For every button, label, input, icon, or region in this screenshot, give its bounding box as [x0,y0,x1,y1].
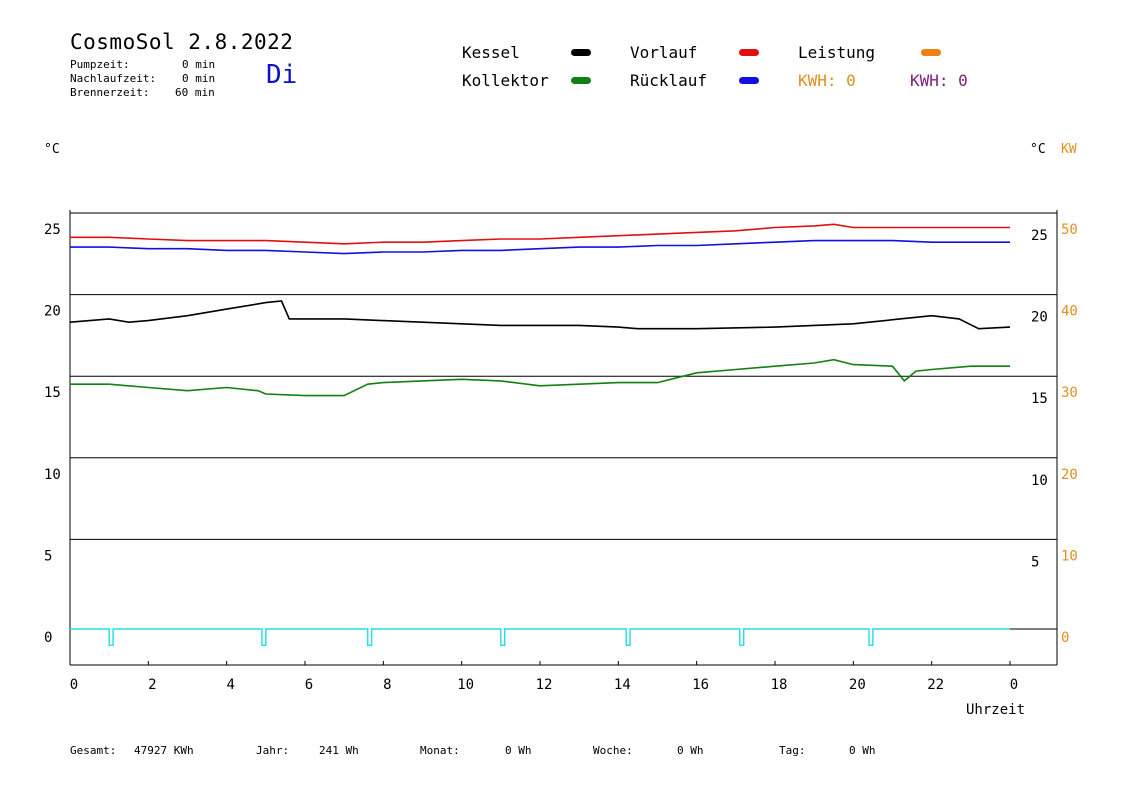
legend-leistung: Leistung [798,43,876,62]
legend-kwh-2: KWH: 0 [910,71,968,90]
brennerzeit-value: 60 min [175,86,215,99]
series-pumpe [70,628,1010,646]
y-tick-right: 25 [1031,228,1048,244]
gesamt-label: Gesamt: [70,744,117,757]
legend-kessel: Kessel [462,43,520,62]
x-tick-label: 6 [305,677,313,693]
series-rcklauf [70,239,1010,255]
jahr-value: 241 Wh [319,744,359,757]
legend-ruecklauf: Rücklauf [630,71,708,90]
right-unit-celsius: °C [1030,142,1046,157]
legend-leistung-swatch [921,49,941,56]
legend-kollektor: Kollektor [462,71,549,90]
legend-vorlauf-swatch [739,49,759,56]
y-tick-kw: 30 [1061,385,1078,401]
nachlaufzeit-label: Nachlaufzeit: [70,72,157,85]
legend-kwh-1: KWH: 0 [798,71,856,90]
y-tick-kw: 10 [1061,548,1078,564]
monat-label: Monat: [420,744,460,757]
y-tick-left: 15 [44,385,61,401]
x-axis-label: Uhrzeit [966,702,1025,718]
pumpzeit-value: 0 min [182,58,216,71]
x-tick-label: 4 [226,677,234,693]
x-tick-label: 14 [614,677,631,693]
brennerzeit-label: Brennerzeit: [70,86,150,99]
x-tick-label: 10 [457,677,474,693]
monat-value: 0 Wh [505,744,532,757]
series-layer [69,223,1011,646]
y-tick-left: 25 [44,222,61,238]
x-tick-label: 18 [771,677,788,693]
y-tick-left: 5 [44,548,52,564]
jahr-label: Jahr: [256,744,290,757]
grid-layer [69,210,1058,666]
x-tick-label: 12 [536,677,553,693]
app-title: CosmoSol 2.8.2022 [70,30,294,54]
legend-vorlauf: Vorlauf [630,43,698,62]
y-tick-kw: 40 [1061,304,1078,320]
y-tick-right: 5 [1031,554,1039,570]
series-kessel [69,300,1011,330]
y-tick-left: 0 [44,630,52,646]
series-kollektor [70,358,1010,397]
x-tick-label: 0 [1010,677,1018,693]
y-tick-kw: 50 [1061,222,1078,238]
y-tick-kw: 20 [1061,467,1078,483]
x-tick-label: 16 [692,677,709,693]
pumpzeit-label: Pumpzeit: [70,58,130,71]
x-tick-label: 2 [148,677,156,693]
series-vorlauf [70,223,1010,245]
nachlaufzeit-value: 0 min [182,72,216,85]
gesamt-value: 47927 KWh [134,744,194,757]
weekday-label: Di [266,60,298,90]
y-tick-left: 10 [44,467,61,483]
x-tick-label: 20 [849,677,866,693]
legend-kessel-swatch [571,49,591,56]
woche-value: 0 Wh [677,744,704,757]
right-unit-kw: KW [1061,142,1077,157]
y-tick-right: 10 [1031,473,1048,489]
x-tick-label: 22 [927,677,944,693]
y-tick-kw: 0 [1061,630,1069,646]
legend-ruecklauf-swatch [739,77,759,84]
legend-kollektor-swatch [571,77,591,84]
y-tick-right: 20 [1031,310,1048,326]
left-unit-label: °C [44,142,60,157]
tag-value: 0 Wh [849,744,876,757]
woche-label: Woche: [593,744,633,757]
x-tick-label: 8 [383,677,391,693]
tick-layer: 0 5 10 15 20 25 5 10 15 20 25 0 10 20 30 40 50 0 2 4 6 8 10 12 1… [44,222,1078,693]
x-tick-label: 0 [70,677,78,693]
y-tick-left: 20 [44,304,61,320]
tag-label: Tag: [779,744,806,757]
y-tick-right: 15 [1031,391,1048,407]
